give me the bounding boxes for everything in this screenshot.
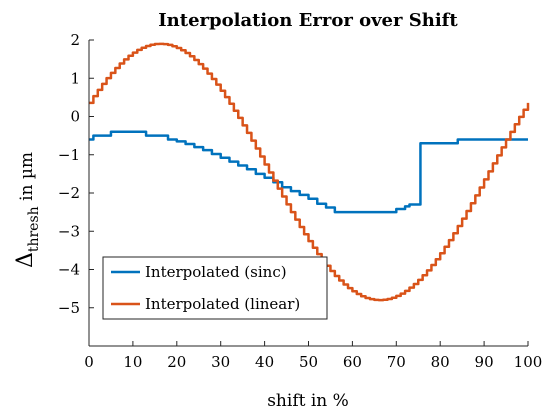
y-tick-label: 0 <box>70 108 80 126</box>
y-axis-label-main: Δ <box>13 252 38 268</box>
y-axis-label-rest: in µm <box>17 152 37 206</box>
legend-label-linear: Interpolated (linear) <box>145 295 300 313</box>
x-tick-label: 50 <box>299 353 318 371</box>
x-tick-label: 70 <box>387 353 406 371</box>
legend-label-sinc: Interpolated (sinc) <box>145 263 287 281</box>
y-tick-label: −5 <box>58 299 80 317</box>
y-tick-label: −4 <box>58 261 80 279</box>
chart-title: Interpolation Error over Shift <box>158 10 458 31</box>
plot-lines <box>89 42 530 302</box>
x-tick-label: 20 <box>167 353 186 371</box>
legend: Interpolated (sinc) Interpolated (linear… <box>102 256 328 320</box>
series-line-linear <box>89 42 530 302</box>
legend-box <box>102 256 328 320</box>
x-tick-label: 30 <box>211 353 230 371</box>
x-tick-label: 60 <box>343 353 362 371</box>
x-tick-label: 40 <box>255 353 274 371</box>
series-line-sinc <box>89 130 528 214</box>
x-tick-label: 100 <box>514 353 543 371</box>
y-tick-label: 1 <box>70 69 80 87</box>
x-tick-label: 0 <box>84 353 94 371</box>
y-tick-label: −2 <box>58 184 80 202</box>
x-axis-label: shift in % <box>267 391 349 411</box>
y-axis-label-sub: thresh <box>26 206 42 252</box>
y-axis-label: Δthresh in µm <box>13 152 42 268</box>
y-tick-label: 2 <box>70 31 80 49</box>
y-tick-label: −1 <box>58 146 80 164</box>
x-tick-label: 90 <box>475 353 494 371</box>
y-tick-label: −3 <box>58 222 80 240</box>
x-tick-label: 10 <box>123 353 142 371</box>
x-tick-label: 80 <box>431 353 450 371</box>
